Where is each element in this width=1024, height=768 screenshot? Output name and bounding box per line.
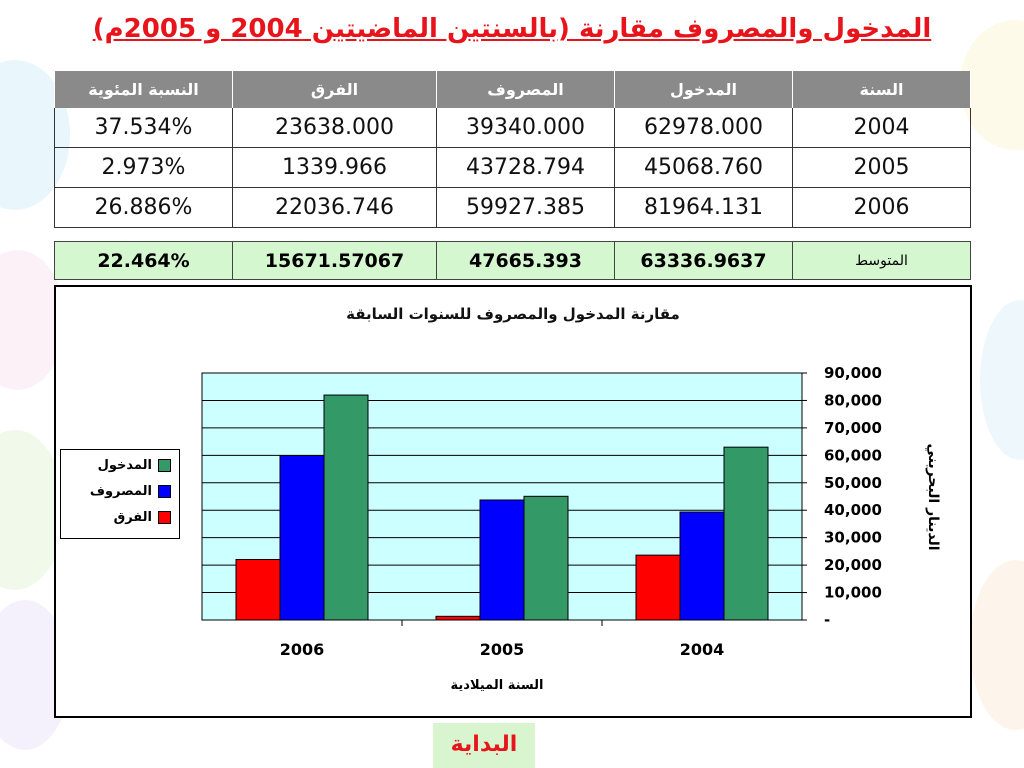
y-tick-label: 40,000: [824, 501, 882, 519]
legend-item-income: المدخول: [61, 454, 179, 476]
cell-expense: 43728.794: [436, 147, 615, 188]
y-tick-label: 80,000: [824, 391, 882, 409]
decorative-shape: [980, 300, 1024, 460]
y-tick-label: 70,000: [824, 419, 882, 437]
cell-income: 62978.000: [614, 108, 793, 148]
bar: [435, 615, 481, 621]
cell-year: 2006: [792, 187, 971, 228]
cell-expense: 59927.385: [436, 187, 615, 228]
home-button[interactable]: البداية: [433, 723, 535, 768]
legend-swatch: [158, 484, 171, 498]
cell-year: 2005: [792, 147, 971, 188]
average-percentage: 22.464%: [54, 241, 233, 280]
average-label: المتوسط: [792, 241, 971, 280]
legend-label: المصروف: [89, 483, 152, 499]
cell-difference: 22036.746: [232, 187, 437, 228]
legend-swatch: [158, 510, 171, 524]
table-header-row: السنة المدخول المصروف الفرق النسبة المئو…: [54, 71, 971, 108]
average-income: 63336.9637: [614, 241, 793, 280]
bar-chart: - 10,000 20,000 30,000 40,000 50,000 60,000 70,…: [201, 364, 941, 693]
average-row: المتوسط 63336.9637 47665.393 15671.57067…: [54, 241, 971, 280]
bar: [523, 495, 569, 621]
x-tick-label: 2006: [280, 640, 325, 659]
y-tick-label: 30,000: [824, 529, 882, 547]
bar: [235, 559, 281, 621]
cell-percentage: 26.886%: [54, 187, 233, 228]
bar: [635, 554, 681, 621]
decorative-shape: [970, 560, 1024, 730]
cell-percentage: 37.534%: [54, 108, 233, 148]
bar: [323, 394, 369, 621]
table-row: 2006 81964.131 59927.385 22036.746 26.88…: [54, 187, 971, 228]
bar: [679, 511, 725, 621]
cell-income: 45068.760: [614, 147, 793, 188]
chart-legend: المدخول المصروف الفرق: [60, 449, 180, 539]
legend-label: الفرق: [113, 509, 152, 525]
chart-container: مقارنة المدخول والمصروف للسنوات السابقة …: [54, 285, 972, 718]
legend-label: المدخول: [97, 457, 152, 473]
cell-income: 81964.131: [614, 187, 793, 228]
header-income: المدخول: [614, 71, 793, 108]
bar: [723, 446, 769, 621]
header-difference: الفرق: [232, 71, 437, 108]
chart-title: مقارنة المدخول والمصروف للسنوات السابقة: [346, 305, 680, 323]
bar: [479, 499, 525, 621]
page-title: المدخول والمصروف مقارنة (بالسنتين الماضي…: [92, 14, 932, 44]
data-table: السنة المدخول المصروف الفرق النسبة المئو…: [54, 71, 971, 228]
table-row: 2005 45068.760 43728.794 1339.966 2.973%: [54, 147, 971, 188]
y-tick-label: 10,000: [824, 584, 882, 602]
average-difference: 15671.57067: [232, 241, 437, 280]
header-year: السنة: [792, 71, 971, 108]
y-axis-title: الدينار البحريني: [925, 443, 941, 550]
y-tick-label: 60,000: [824, 446, 882, 464]
y-tick-label: -: [824, 611, 830, 629]
cell-difference: 1339.966: [232, 147, 437, 188]
legend-swatch: [158, 458, 171, 472]
x-tick-label: 2004: [680, 640, 725, 659]
y-tick-label: 50,000: [824, 474, 882, 492]
cell-expense: 39340.000: [436, 108, 615, 148]
cell-year: 2004: [792, 108, 971, 148]
legend-item-expense: المصروف: [61, 480, 179, 502]
y-tick-label: 90,000: [824, 364, 882, 382]
table-row: 2004 62978.000 39340.000 23638.000 37.53…: [54, 108, 971, 148]
cell-percentage: 2.973%: [54, 147, 233, 188]
legend-item-difference: الفرق: [61, 506, 179, 528]
header-expense: المصروف: [436, 71, 615, 108]
header-percentage: النسبة المئوية: [54, 71, 233, 108]
average-table: المتوسط 63336.9637 47665.393 15671.57067…: [54, 241, 971, 280]
x-axis-title: السنة الميلادية: [451, 678, 544, 693]
average-expense: 47665.393: [436, 241, 615, 280]
cell-difference: 23638.000: [232, 108, 437, 148]
y-tick-label: 20,000: [824, 556, 882, 574]
x-tick-label: 2005: [480, 640, 525, 659]
bar: [279, 455, 325, 621]
